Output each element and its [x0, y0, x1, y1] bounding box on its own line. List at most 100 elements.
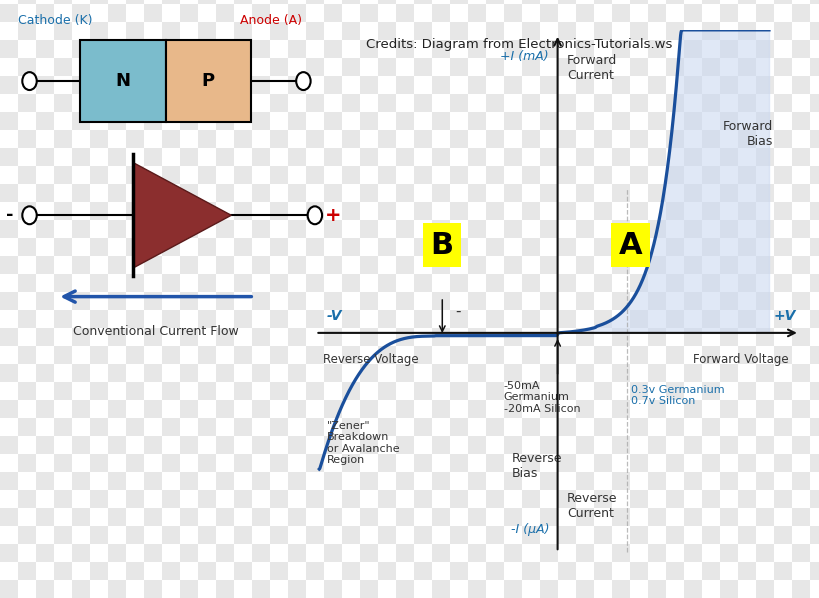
Bar: [251, 580, 269, 598]
Bar: [737, 148, 755, 166]
Bar: [593, 454, 611, 472]
Bar: [197, 130, 215, 148]
Bar: [522, 472, 540, 490]
Bar: [396, 256, 414, 274]
Bar: [36, 472, 54, 490]
Bar: [378, 436, 396, 454]
Bar: [36, 184, 54, 202]
Bar: [90, 328, 108, 346]
Bar: [773, 94, 791, 112]
Bar: [269, 4, 287, 22]
Bar: [755, 184, 773, 202]
Bar: [18, 256, 36, 274]
Bar: [360, 454, 378, 472]
Bar: [36, 58, 54, 76]
Bar: [378, 238, 396, 256]
Bar: [665, 256, 683, 274]
Bar: [683, 256, 701, 274]
Bar: [360, 202, 378, 220]
Text: -V: -V: [327, 309, 342, 322]
Bar: [215, 508, 233, 526]
Bar: [72, 562, 90, 580]
Bar: [18, 310, 36, 328]
Bar: [324, 364, 342, 382]
Bar: [432, 400, 450, 418]
Bar: [719, 346, 737, 364]
Bar: [108, 490, 126, 508]
Bar: [809, 382, 819, 400]
Bar: [324, 166, 342, 184]
Bar: [665, 184, 683, 202]
Bar: [233, 580, 251, 598]
Bar: [396, 130, 414, 148]
Bar: [647, 40, 665, 58]
Bar: [593, 346, 611, 364]
Bar: [287, 202, 305, 220]
Bar: [269, 94, 287, 112]
Bar: [450, 436, 468, 454]
Bar: [72, 76, 90, 94]
Bar: [0, 4, 18, 22]
Bar: [215, 76, 233, 94]
Bar: [557, 166, 575, 184]
Bar: [791, 490, 809, 508]
Bar: [72, 148, 90, 166]
Bar: [701, 328, 719, 346]
Bar: [755, 346, 773, 364]
Bar: [611, 418, 629, 436]
Bar: [540, 472, 557, 490]
Bar: [197, 184, 215, 202]
Bar: [791, 130, 809, 148]
Bar: [486, 238, 504, 256]
Bar: [378, 580, 396, 598]
Text: Reverse
Bias: Reverse Bias: [511, 453, 561, 480]
Bar: [504, 526, 522, 544]
Bar: [0, 112, 18, 130]
Bar: [414, 328, 432, 346]
Bar: [197, 436, 215, 454]
Bar: [540, 256, 557, 274]
Bar: [414, 76, 432, 94]
Bar: [378, 490, 396, 508]
Bar: [468, 346, 486, 364]
Bar: [378, 4, 396, 22]
Bar: [575, 580, 593, 598]
Bar: [593, 328, 611, 346]
Bar: [144, 544, 162, 562]
Circle shape: [22, 72, 37, 90]
Bar: [233, 184, 251, 202]
Bar: [701, 454, 719, 472]
Bar: [414, 130, 432, 148]
Bar: [233, 220, 251, 238]
Bar: [180, 490, 197, 508]
Bar: [18, 544, 36, 562]
Bar: [0, 0, 18, 4]
Bar: [144, 562, 162, 580]
Bar: [504, 580, 522, 598]
Bar: [72, 22, 90, 40]
Bar: [593, 472, 611, 490]
Bar: [755, 310, 773, 328]
Bar: [269, 274, 287, 292]
Bar: [251, 436, 269, 454]
Bar: [629, 382, 647, 400]
Bar: [540, 202, 557, 220]
Bar: [36, 580, 54, 598]
Bar: [144, 40, 162, 58]
Bar: [504, 112, 522, 130]
Bar: [557, 292, 575, 310]
Text: Cathode (K): Cathode (K): [18, 14, 93, 26]
Bar: [360, 256, 378, 274]
Bar: [233, 112, 251, 130]
Bar: [809, 346, 819, 364]
Bar: [287, 94, 305, 112]
Bar: [683, 184, 701, 202]
Bar: [737, 364, 755, 382]
Bar: [683, 130, 701, 148]
Bar: [360, 544, 378, 562]
Bar: [54, 148, 72, 166]
Bar: [629, 274, 647, 292]
Bar: [305, 562, 324, 580]
Bar: [342, 58, 360, 76]
Bar: [287, 256, 305, 274]
